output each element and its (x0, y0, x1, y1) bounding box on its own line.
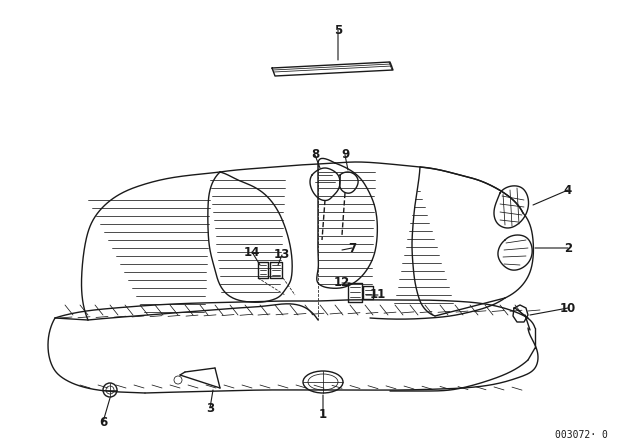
Text: 9: 9 (341, 148, 349, 161)
Text: 2: 2 (564, 241, 572, 254)
Text: 7: 7 (348, 241, 356, 254)
Text: 5: 5 (334, 23, 342, 36)
Text: 003072· 0: 003072· 0 (555, 430, 608, 440)
Text: 8: 8 (311, 148, 319, 161)
Text: 13: 13 (274, 249, 290, 262)
Text: 6: 6 (99, 415, 107, 428)
Text: 14: 14 (244, 246, 260, 258)
Text: 3: 3 (206, 401, 214, 414)
Text: 12: 12 (334, 276, 350, 289)
Text: 11: 11 (370, 289, 386, 302)
Text: 4: 4 (564, 184, 572, 197)
Text: 10: 10 (560, 302, 576, 314)
Text: 1: 1 (319, 409, 327, 422)
